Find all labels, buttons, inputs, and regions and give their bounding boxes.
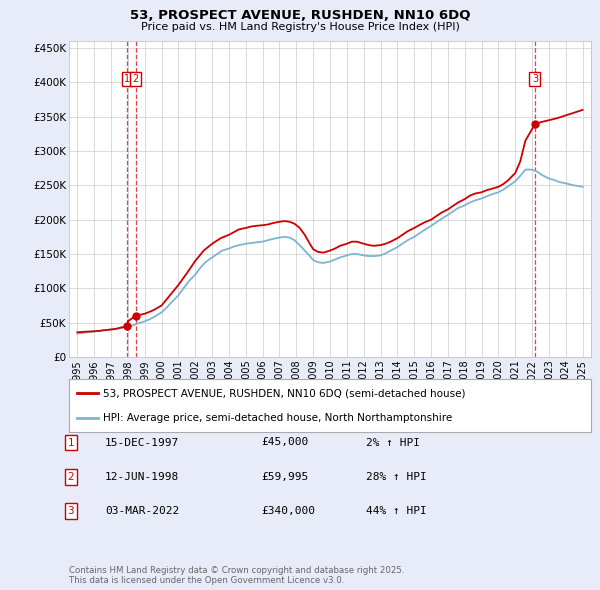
Text: Price paid vs. HM Land Registry's House Price Index (HPI): Price paid vs. HM Land Registry's House … xyxy=(140,22,460,32)
Text: 3: 3 xyxy=(67,506,74,516)
Text: 2: 2 xyxy=(133,74,139,84)
Text: 53, PROSPECT AVENUE, RUSHDEN, NN10 6DQ: 53, PROSPECT AVENUE, RUSHDEN, NN10 6DQ xyxy=(130,9,470,22)
Text: HPI: Average price, semi-detached house, North Northamptonshire: HPI: Average price, semi-detached house,… xyxy=(103,412,452,422)
Text: 28% ↑ HPI: 28% ↑ HPI xyxy=(366,472,427,481)
Text: 15-DEC-1997: 15-DEC-1997 xyxy=(105,438,179,447)
Text: 1: 1 xyxy=(124,74,130,84)
Text: 44% ↑ HPI: 44% ↑ HPI xyxy=(366,506,427,516)
Text: £59,995: £59,995 xyxy=(261,472,308,481)
Text: 3: 3 xyxy=(532,74,538,84)
Text: £45,000: £45,000 xyxy=(261,438,308,447)
Text: 2% ↑ HPI: 2% ↑ HPI xyxy=(366,438,420,447)
Text: 03-MAR-2022: 03-MAR-2022 xyxy=(105,506,179,516)
Text: £340,000: £340,000 xyxy=(261,506,315,516)
Text: 2: 2 xyxy=(67,472,74,481)
Text: 12-JUN-1998: 12-JUN-1998 xyxy=(105,472,179,481)
Text: Contains HM Land Registry data © Crown copyright and database right 2025.
This d: Contains HM Land Registry data © Crown c… xyxy=(69,566,404,585)
Text: 53, PROSPECT AVENUE, RUSHDEN, NN10 6DQ (semi-detached house): 53, PROSPECT AVENUE, RUSHDEN, NN10 6DQ (… xyxy=(103,388,466,398)
Text: 1: 1 xyxy=(67,438,74,447)
